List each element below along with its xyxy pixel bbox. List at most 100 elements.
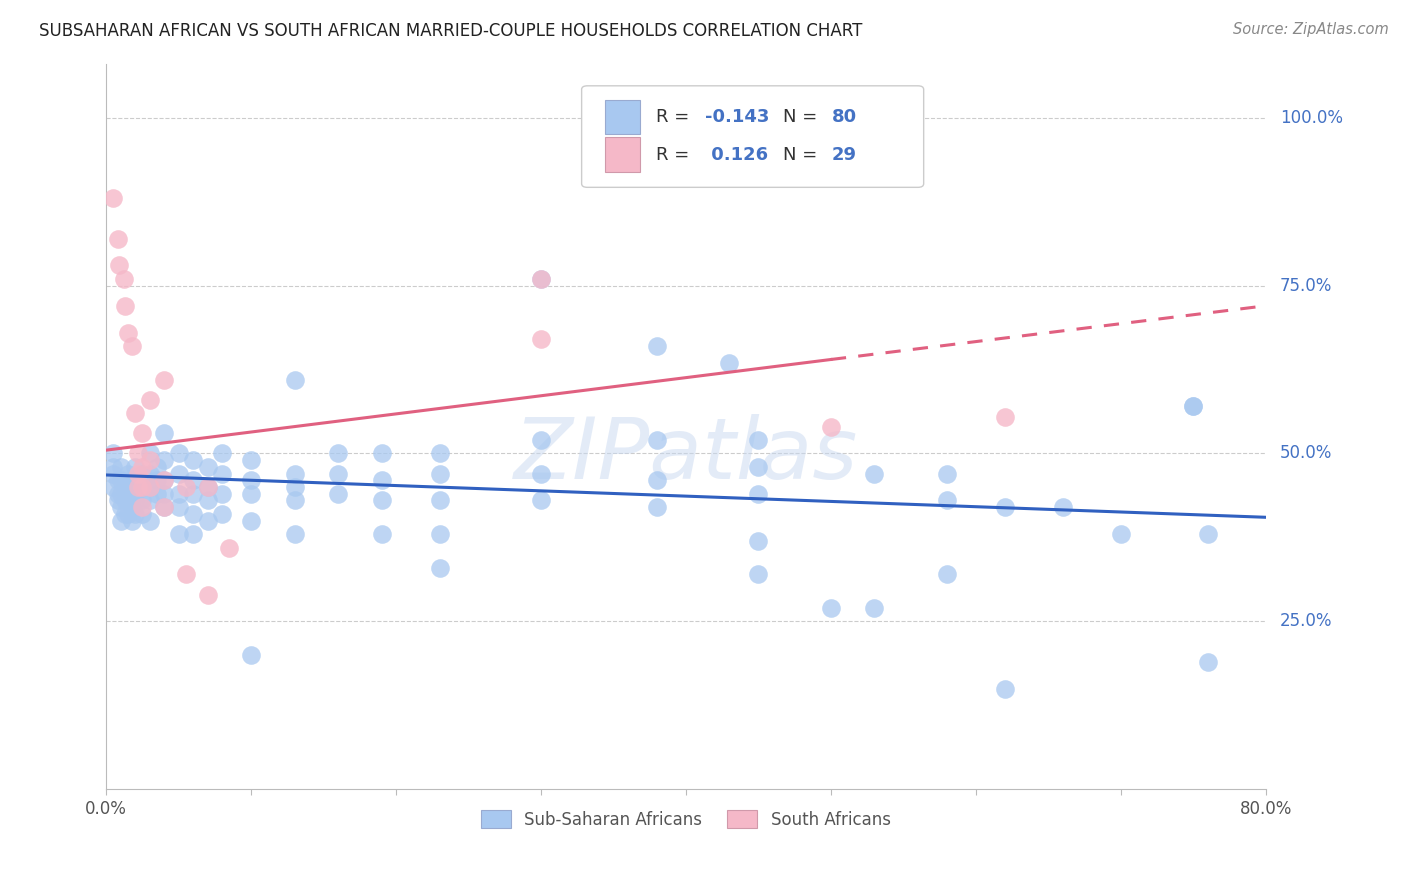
Legend: Sub-Saharan Africans, South Africans: Sub-Saharan Africans, South Africans bbox=[474, 804, 897, 835]
Point bbox=[167, 527, 190, 541]
Point bbox=[124, 406, 146, 420]
Point bbox=[1182, 400, 1205, 414]
Point bbox=[530, 467, 553, 481]
Point bbox=[935, 467, 957, 481]
Point bbox=[1182, 400, 1205, 414]
Point bbox=[153, 453, 176, 467]
Point bbox=[429, 446, 451, 460]
Point bbox=[240, 514, 263, 528]
Point bbox=[370, 474, 392, 488]
Text: 100.0%: 100.0% bbox=[1279, 109, 1343, 127]
Point bbox=[110, 514, 132, 528]
Point bbox=[153, 474, 176, 488]
Text: SUBSAHARAN AFRICAN VS SOUTH AFRICAN MARRIED-COUPLE HOUSEHOLDS CORRELATION CHART: SUBSAHARAN AFRICAN VS SOUTH AFRICAN MARR… bbox=[39, 22, 863, 40]
Point bbox=[1052, 500, 1074, 515]
Text: R =: R = bbox=[655, 145, 700, 164]
Point bbox=[747, 567, 769, 582]
Point bbox=[138, 493, 160, 508]
Point bbox=[174, 567, 197, 582]
Point bbox=[718, 356, 741, 370]
Point bbox=[1109, 527, 1132, 541]
Point bbox=[107, 474, 129, 488]
Point bbox=[138, 514, 160, 528]
Point bbox=[747, 487, 769, 501]
Point bbox=[429, 560, 451, 574]
Point bbox=[645, 500, 668, 515]
Point bbox=[994, 500, 1017, 515]
Point bbox=[121, 487, 143, 501]
Point bbox=[127, 467, 149, 481]
Point bbox=[181, 474, 204, 488]
Point bbox=[121, 500, 143, 515]
Point bbox=[124, 493, 146, 508]
Point bbox=[117, 507, 139, 521]
Point bbox=[429, 493, 451, 508]
Point bbox=[153, 487, 176, 501]
Point bbox=[121, 339, 143, 353]
Point bbox=[131, 426, 153, 441]
Point bbox=[174, 480, 197, 494]
Point bbox=[211, 507, 233, 521]
Point bbox=[117, 326, 139, 340]
Point bbox=[747, 533, 769, 548]
Point bbox=[153, 500, 176, 515]
Point bbox=[127, 480, 149, 494]
Point bbox=[138, 480, 160, 494]
Point bbox=[146, 459, 169, 474]
Point bbox=[124, 459, 146, 474]
Point bbox=[197, 480, 219, 494]
Point bbox=[138, 446, 160, 460]
Point bbox=[131, 480, 153, 494]
Text: 25.0%: 25.0% bbox=[1279, 613, 1331, 631]
Point bbox=[131, 480, 153, 494]
Point bbox=[240, 648, 263, 662]
Point bbox=[121, 474, 143, 488]
Text: N =: N = bbox=[783, 145, 824, 164]
Point bbox=[124, 487, 146, 501]
Point bbox=[138, 392, 160, 407]
Point bbox=[284, 467, 307, 481]
Point bbox=[994, 681, 1017, 696]
Point bbox=[153, 474, 176, 488]
Point bbox=[181, 527, 204, 541]
Point bbox=[429, 467, 451, 481]
Point bbox=[211, 467, 233, 481]
Point bbox=[131, 507, 153, 521]
FancyBboxPatch shape bbox=[605, 137, 640, 172]
Point bbox=[103, 446, 125, 460]
Point bbox=[326, 467, 349, 481]
Point bbox=[110, 474, 132, 488]
FancyBboxPatch shape bbox=[605, 100, 640, 135]
Point bbox=[284, 480, 307, 494]
Point bbox=[114, 507, 136, 521]
Point bbox=[138, 453, 160, 467]
Point bbox=[197, 493, 219, 508]
Point bbox=[103, 467, 125, 481]
Point bbox=[240, 453, 263, 467]
Point bbox=[1197, 655, 1219, 669]
Point bbox=[107, 493, 129, 508]
Point bbox=[131, 459, 153, 474]
Point bbox=[153, 373, 176, 387]
Point bbox=[181, 487, 204, 501]
Text: 0.126: 0.126 bbox=[704, 145, 768, 164]
Point bbox=[167, 487, 190, 501]
Point bbox=[197, 459, 219, 474]
Point bbox=[240, 487, 263, 501]
FancyBboxPatch shape bbox=[582, 86, 924, 187]
Point bbox=[326, 487, 349, 501]
Point bbox=[153, 500, 176, 515]
Point bbox=[114, 299, 136, 313]
Point bbox=[103, 480, 125, 494]
Point bbox=[645, 339, 668, 353]
Point bbox=[370, 493, 392, 508]
Point bbox=[131, 467, 153, 481]
Point bbox=[167, 467, 190, 481]
Point bbox=[138, 467, 160, 481]
Point bbox=[114, 493, 136, 508]
Point bbox=[117, 480, 139, 494]
Text: 75.0%: 75.0% bbox=[1279, 277, 1331, 294]
Point bbox=[530, 332, 553, 346]
Point bbox=[117, 467, 139, 481]
Point bbox=[370, 527, 392, 541]
